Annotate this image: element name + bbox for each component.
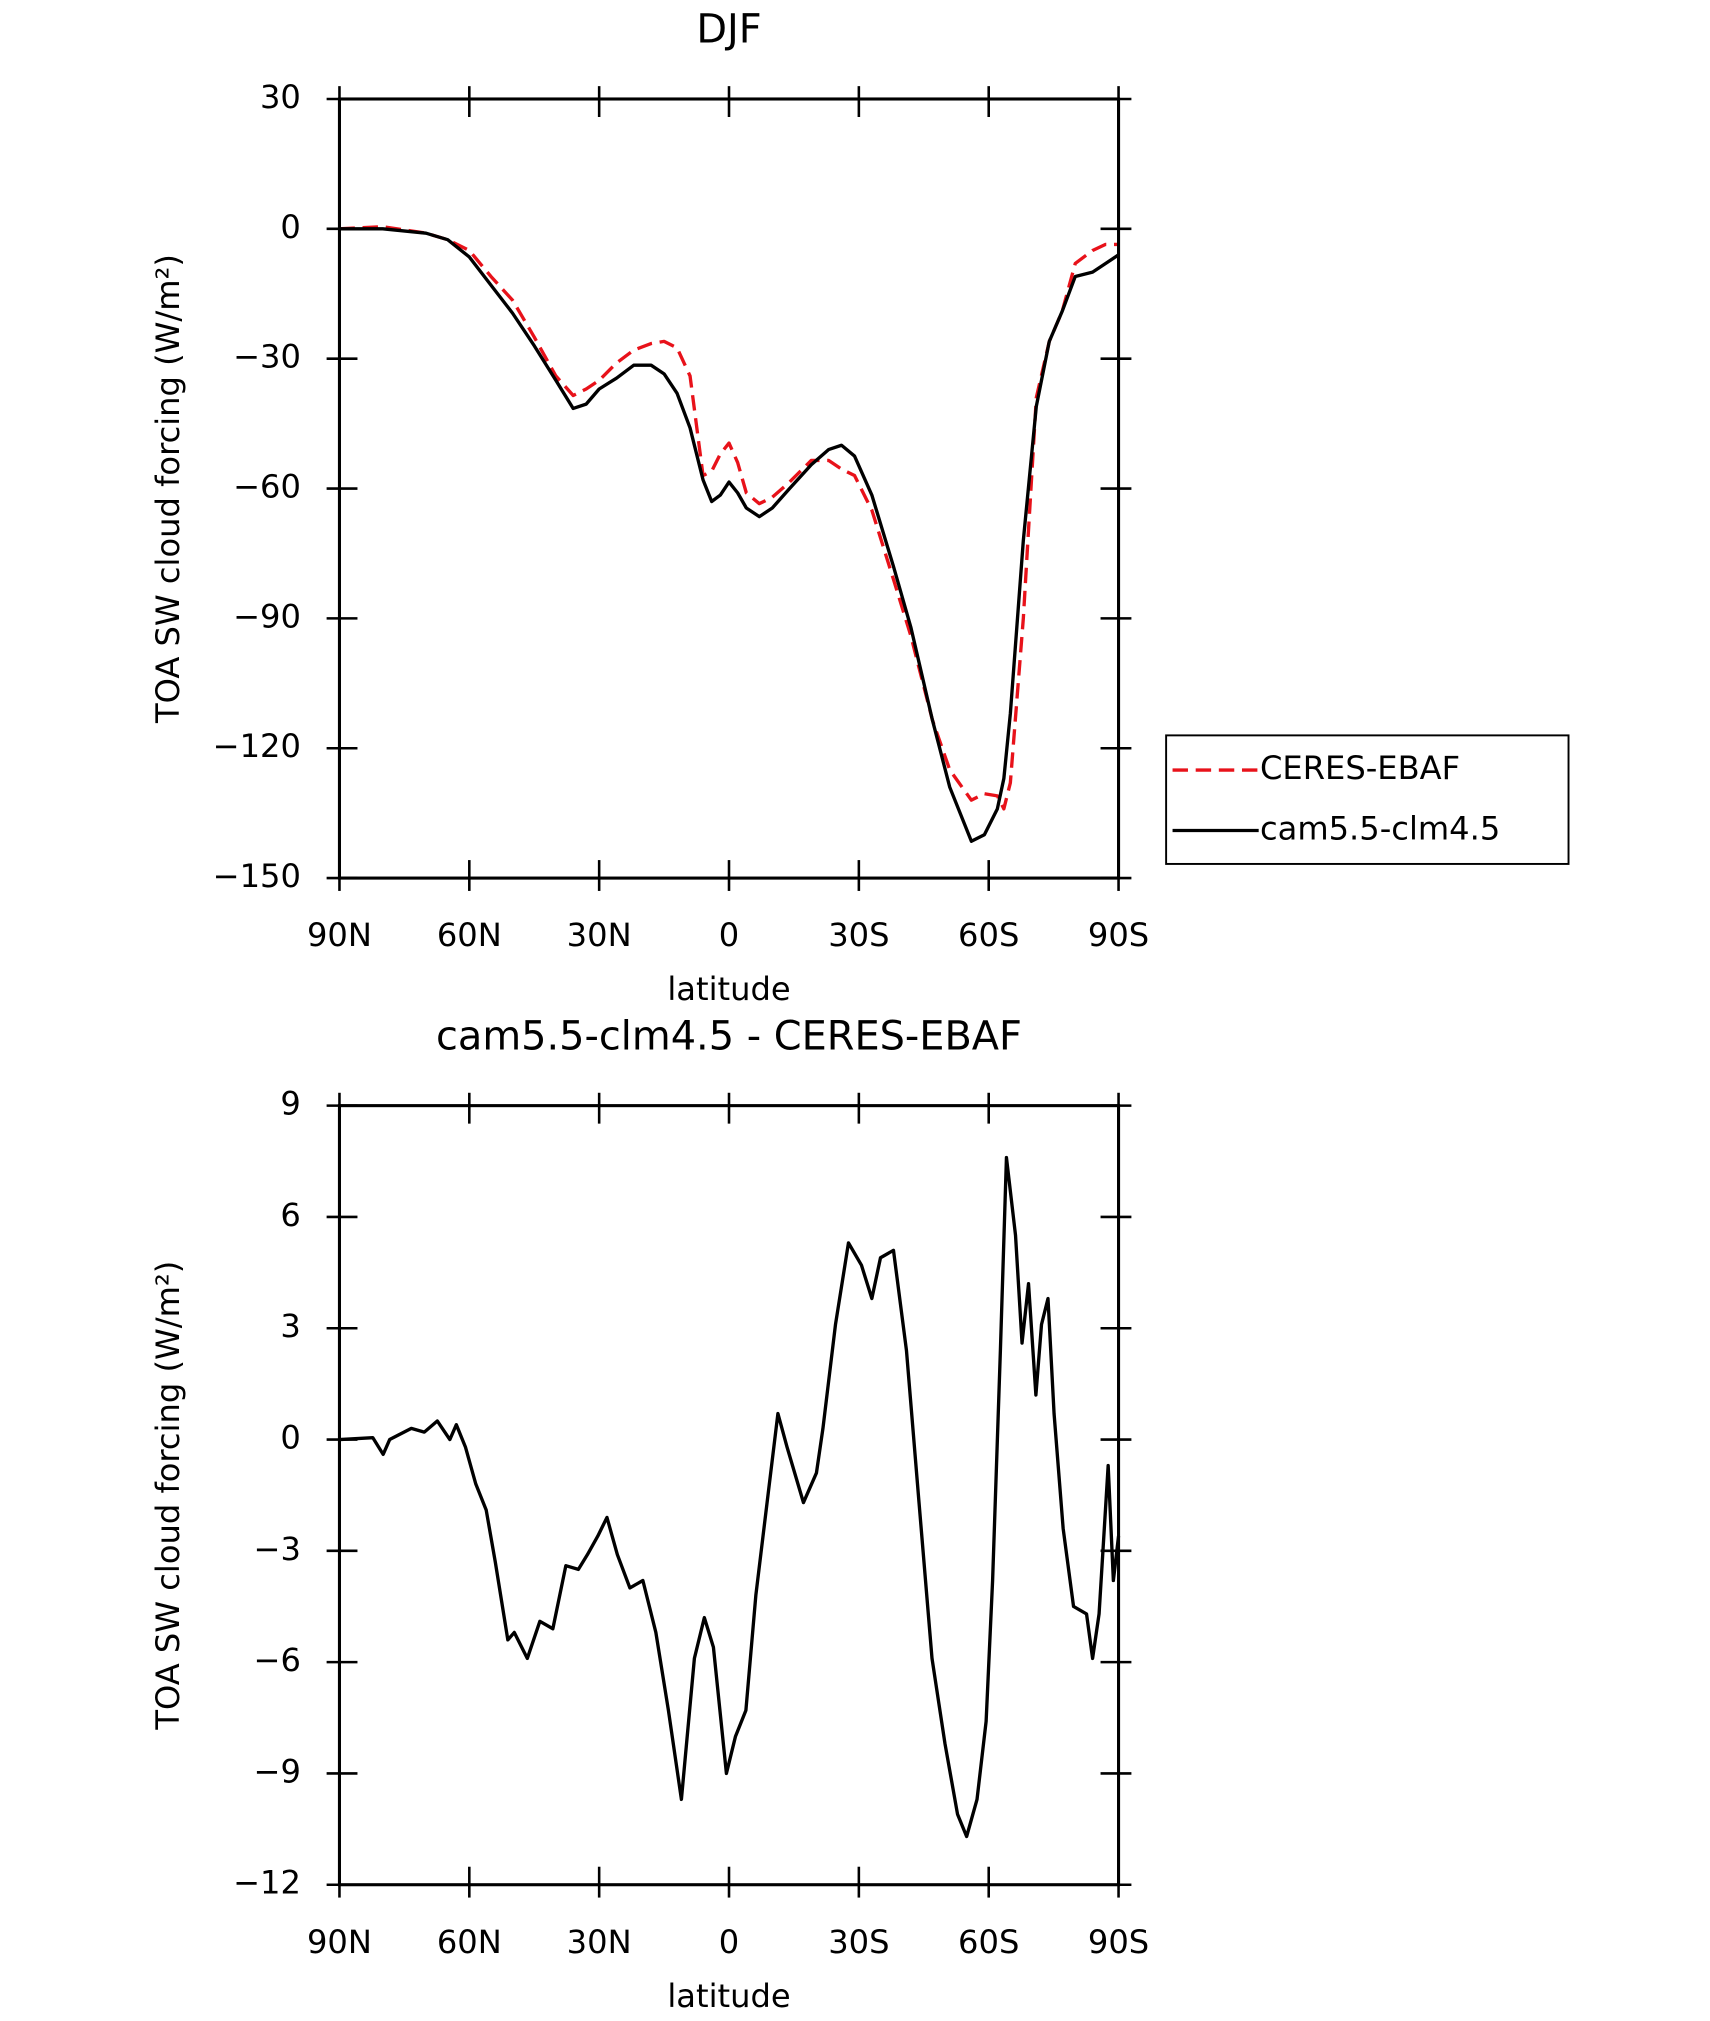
y-tick-label: −90 xyxy=(233,597,301,635)
y-tick-label: −6 xyxy=(254,1641,301,1679)
x-tick-label: 90N xyxy=(307,1923,372,1961)
y-tick-label: −12 xyxy=(233,1864,301,1902)
x-tick-label: 90S xyxy=(1088,1923,1149,1961)
x-axis-label: latitude xyxy=(667,970,790,1008)
x-tick-label: 90S xyxy=(1088,916,1149,954)
y-tick-label: −30 xyxy=(233,338,301,376)
chart-title: cam5.5-clm4.5 - CERES-EBAF xyxy=(436,1013,1022,1059)
x-tick-label: 60S xyxy=(958,916,1019,954)
y-tick-label: 0 xyxy=(280,1419,300,1457)
data-line xyxy=(339,227,1120,843)
x-tick-label: 30N xyxy=(567,1923,632,1961)
x-tick-label: 90N xyxy=(307,916,372,954)
y-tick-label: 3 xyxy=(280,1307,300,1345)
x-tick-label: 60N xyxy=(437,1923,502,1961)
data-line xyxy=(339,1155,1121,1839)
x-tick-label: 30S xyxy=(828,1923,889,1961)
y-axis-label: TOA SW cloud forcing (W/m²) xyxy=(149,1261,187,1731)
y-tick-label: −60 xyxy=(233,468,301,506)
chart-title: DJF xyxy=(696,7,761,53)
y-tick-label: −150 xyxy=(213,857,301,895)
plot-frame xyxy=(337,97,1121,880)
x-tick-label: 30N xyxy=(567,916,632,954)
y-tick-label: −3 xyxy=(254,1530,301,1568)
x-tick-label: 60N xyxy=(437,916,502,954)
y-tick-label: 9 xyxy=(280,1085,300,1123)
legend-label: CERES-EBAF xyxy=(1260,749,1460,787)
x-tick-label: 0 xyxy=(719,916,739,954)
x-tick-label: 30S xyxy=(828,916,889,954)
y-tick-label: 6 xyxy=(280,1196,300,1234)
data-line xyxy=(339,225,1119,811)
y-tick-label: −9 xyxy=(254,1752,301,1790)
y-tick-label: 0 xyxy=(280,208,300,246)
y-tick-label: 30 xyxy=(260,78,301,116)
y-tick-label: −120 xyxy=(213,727,301,765)
legend-label: cam5.5-clm4.5 xyxy=(1260,810,1500,848)
y-axis-label: TOA SW cloud forcing (W/m²) xyxy=(149,254,187,724)
x-tick-label: 60S xyxy=(958,1923,1019,1961)
x-axis-label: latitude xyxy=(667,1977,790,2015)
legend-box xyxy=(1165,734,1570,865)
x-tick-label: 0 xyxy=(719,1923,739,1961)
